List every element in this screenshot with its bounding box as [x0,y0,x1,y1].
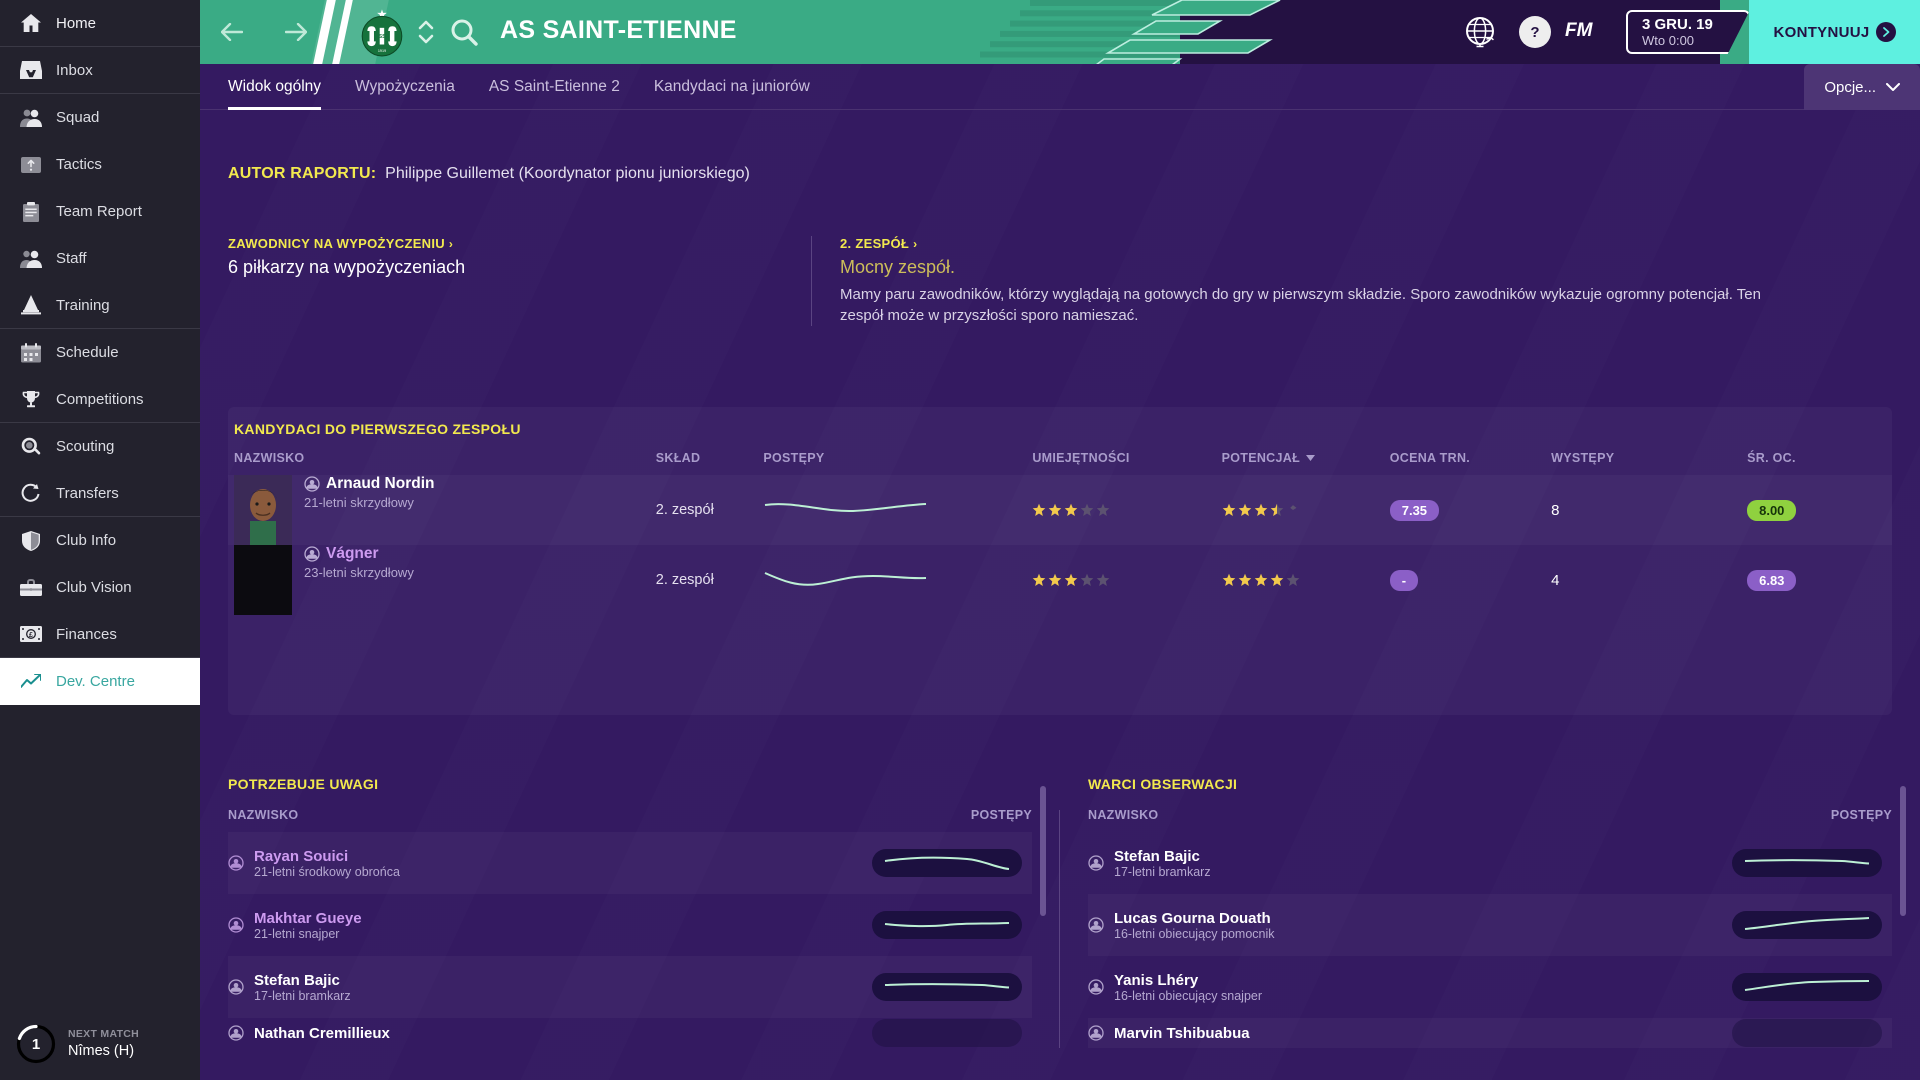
svg-text:ASSE: ASSE [374,34,390,40]
svg-text:£: £ [29,632,33,639]
svg-text:?: ? [1530,24,1539,41]
svg-text:1919: 1919 [378,49,386,53]
